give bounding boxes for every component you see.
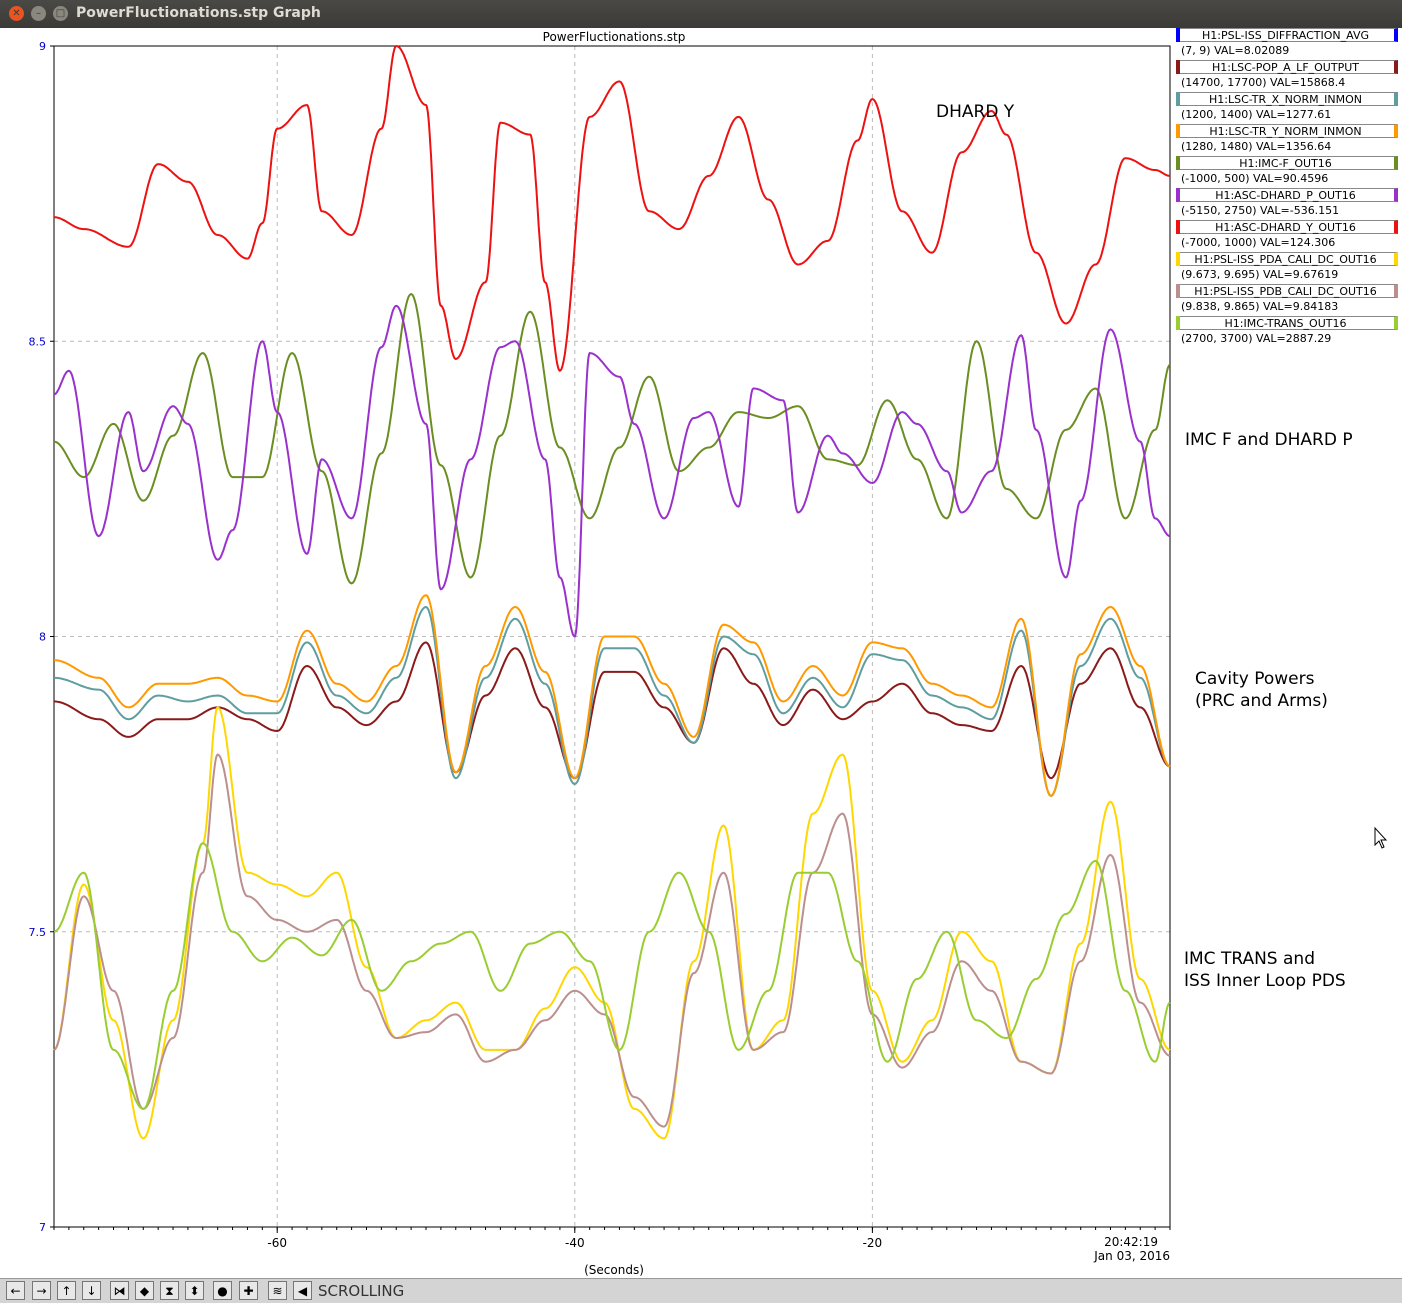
legend-entry-value: (14700, 17700) VAL=15868.4 [1181, 76, 1346, 89]
legend-entry-label: H1:LSC-TR_Y_NORM_INMON [1209, 125, 1362, 138]
legend-entry-name[interactable]: H1:LSC-TR_X_NORM_INMON [1176, 92, 1398, 106]
chart-title: PowerFluctionations.stp [543, 30, 686, 44]
legend-entry-name[interactable]: H1:PSL-ISS_PDA_CALI_DC_OUT16 [1176, 252, 1398, 266]
expand-x-button[interactable]: ◆ [135, 1281, 154, 1300]
legend-entry-label: H1:PSL-ISS_PDB_CALI_DC_OUT16 [1194, 285, 1377, 298]
mouse-cursor-icon [1374, 826, 1388, 849]
annotation-prc-arms: (PRC and Arms) [1195, 691, 1328, 711]
legend-color-swatch [1176, 220, 1180, 234]
series-line-h1-lsc-tr-y-norm-inmon [53, 594, 1171, 798]
y-tick-label: 7 [39, 1221, 46, 1234]
toolbar: SCROLLING ← → ↑ ↓ ⧒ ◆ ⧗ ⬍ ● ✚ ≋ ◀ [0, 1278, 1402, 1303]
legend-color-swatch [1176, 284, 1180, 298]
record-button[interactable]: ● [213, 1281, 232, 1300]
legend-entry-name[interactable]: H1:LSC-POP_A_LF_OUTPUT [1176, 60, 1398, 74]
scroll-left-button[interactable]: ← [6, 1281, 25, 1300]
x-tick-label: -60 [267, 1236, 287, 1250]
axes-layer: 7 7.5 8 8.5 9 -60 -40 -20 [29, 40, 1171, 1250]
series-line-h1-psl-iss-pdb-cali-dc-out16 [53, 753, 1171, 1128]
series-line-h1-lsc-tr-x-norm-inmon [53, 605, 1171, 798]
x-axis-label: (Seconds) [584, 1263, 644, 1277]
x-tick-label: -40 [565, 1236, 585, 1250]
scroll-right-button[interactable]: → [32, 1281, 51, 1300]
legend-color-swatch [1176, 252, 1180, 266]
y-tick-label: 8 [39, 631, 46, 644]
y-tick-label: 8.5 [29, 335, 47, 348]
scrolling-mode-label: SCROLLING [318, 1282, 405, 1300]
autoscale-button[interactable]: ≋ [268, 1281, 287, 1300]
minimize-window-icon[interactable]: – [31, 6, 46, 21]
timestamp-date: Jan 03, 2016 [1093, 1249, 1170, 1263]
legend-entry-label: H1:ASC-DHARD_P_OUT16 [1215, 189, 1356, 202]
legend-entry-value: (9.673, 9.695) VAL=9.67619 [1181, 268, 1339, 281]
legend-entry-value: (7, 9) VAL=8.02089 [1181, 44, 1290, 57]
y-tick-label: 9 [39, 40, 46, 53]
annotation-iss-inner-loop: ISS Inner Loop PDS [1184, 971, 1346, 991]
pause-button[interactable]: ◀ [293, 1281, 312, 1300]
window-titlebar: ✕ – □ PowerFluctionations.stp Graph [0, 0, 1402, 28]
y-tick-label: 7.5 [29, 926, 47, 939]
legend-color-swatch [1176, 316, 1180, 330]
legend-color-swatch [1176, 92, 1180, 106]
annotation-dhard-y: DHARD Y [936, 102, 1015, 122]
legend-entry-label: H1:IMC-F_OUT16 [1239, 157, 1332, 170]
legend-entry-name[interactable]: H1:ASC-DHARD_P_OUT16 [1176, 188, 1398, 202]
legend-entry-label: H1:LSC-POP_A_LF_OUTPUT [1212, 61, 1359, 74]
legend-entry-value: (9.838, 9.865) VAL=9.84183 [1181, 300, 1339, 313]
legend-color-swatch [1176, 124, 1180, 138]
annotation-cavity-powers: Cavity Powers [1195, 669, 1315, 689]
compress-x-button[interactable]: ⧒ [110, 1281, 129, 1300]
legend-entry-name[interactable]: H1:LSC-TR_Y_NORM_INMON [1176, 124, 1398, 138]
legend-entry-value: (-1000, 500) VAL=90.4596 [1181, 172, 1329, 185]
legend-color-swatch [1176, 60, 1180, 74]
annotation-imc-f-dhard-p: IMC F and DHARD P [1185, 430, 1353, 450]
window-title: PowerFluctionations.stp Graph [76, 5, 321, 21]
maximize-window-icon[interactable]: □ [53, 6, 68, 21]
timestamp-time: 20:42:19 [1104, 1235, 1158, 1249]
legend-entry-label: H1:PSL-ISS_DIFFRACTION_AVG [1201, 29, 1369, 42]
legend-color-swatch [1176, 28, 1180, 42]
legend-entry-value: (1200, 1400) VAL=1277.61 [1181, 108, 1332, 121]
expand-y-button[interactable]: ⬍ [185, 1281, 204, 1300]
legend-entry-value: (-7000, 1000) VAL=124.306 [1181, 236, 1336, 249]
legend-entry-name[interactable]: H1:PSL-ISS_PDB_CALI_DC_OUT16 [1176, 284, 1398, 298]
legend-entry-value: (-5150, 2750) VAL=-536.151 [1181, 204, 1340, 217]
legend-entry-label: H1:LSC-TR_X_NORM_INMON [1209, 93, 1362, 106]
series-line-h1-lsc-pop-a-lf-output [54, 641, 1171, 780]
legend-entry-label: H1:ASC-DHARD_Y_OUT16 [1215, 221, 1356, 234]
series-line-h1-asc-dhard-y-out16 [53, 44, 1170, 373]
annotation-imc-trans: IMC TRANS and [1184, 949, 1315, 969]
legend-entry-name[interactable]: H1:IMC-TRANS_OUT16 [1176, 316, 1398, 330]
legend-entry-name[interactable]: H1:IMC-F_OUT16 [1176, 156, 1398, 170]
legend-entry-value: (2700, 3700) VAL=2887.29 [1181, 332, 1332, 345]
scroll-down-button[interactable]: ↓ [82, 1281, 101, 1300]
legend: H1:PSL-ISS_DIFFRACTION_AVG (7, 9) VAL=8.0… [1176, 28, 1398, 348]
x-tick-label: -20 [863, 1236, 883, 1250]
add-button[interactable]: ✚ [239, 1281, 258, 1300]
series-line-h1-asc-dhard-p-out16 [53, 304, 1171, 638]
compress-y-button[interactable]: ⧗ [160, 1281, 179, 1300]
legend-color-swatch [1176, 156, 1180, 170]
series-line-h1-imc-trans-out16 [53, 842, 1171, 1110]
scroll-up-button[interactable]: ↑ [57, 1281, 76, 1300]
close-window-icon[interactable]: ✕ [9, 6, 24, 21]
legend-entry-value: (1280, 1480) VAL=1356.64 [1181, 140, 1332, 153]
legend-color-swatch [1176, 188, 1180, 202]
legend-entry-name[interactable]: H1:PSL-ISS_DIFFRACTION_AVG [1176, 28, 1398, 42]
legend-entry-label: H1:PSL-ISS_PDA_CALI_DC_OUT16 [1194, 253, 1377, 266]
series-layer [53, 44, 1171, 1140]
legend-entry-name[interactable]: H1:ASC-DHARD_Y_OUT16 [1176, 220, 1398, 234]
legend-entry-label: H1:IMC-TRANS_OUT16 [1224, 317, 1347, 330]
strip-chart: 7 7.5 8 8.5 9 -60 -40 -20 PowerFluctionations.s… [0, 28, 1402, 1278]
